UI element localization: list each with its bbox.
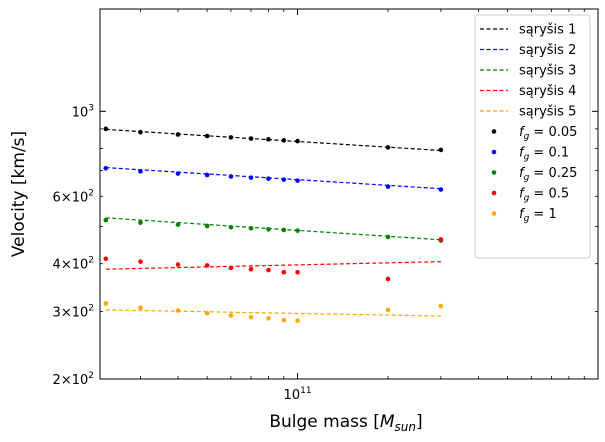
legend-label: fg = 0.25 xyxy=(519,166,577,183)
legend-box xyxy=(474,14,591,259)
legend-marker-4 xyxy=(491,190,497,196)
legend: sąryšis 1 sąryšis 2 sąryšis 3 sąryšis 4 sąry… xyxy=(474,14,591,259)
data-point-series-4 xyxy=(385,276,391,282)
data-point-series-5 xyxy=(138,305,143,311)
legend-marker-2 xyxy=(491,149,497,155)
y-tick-label: 4×102 xyxy=(53,256,94,273)
data-point-series-1 xyxy=(204,133,210,139)
legend-marker-5 xyxy=(491,211,497,216)
data-point-series-3 xyxy=(248,225,254,231)
data-point-series-4 xyxy=(281,269,287,275)
data-point-series-2 xyxy=(385,184,391,189)
data-point-series-5 xyxy=(228,313,234,318)
data-point-series-4 xyxy=(248,266,254,272)
data-point-series-5 xyxy=(204,310,210,316)
data-point-series-1 xyxy=(385,145,391,150)
data-point-series-4 xyxy=(266,267,271,273)
data-point-series-1 xyxy=(438,147,444,153)
data-point-series-4 xyxy=(438,237,444,242)
y-tick-label: 3×102 xyxy=(53,304,94,321)
data-point-series-3 xyxy=(281,227,287,233)
y-tick-label: 103 xyxy=(72,103,94,120)
data-point-series-3 xyxy=(228,224,234,230)
data-point-series-2 xyxy=(175,171,181,176)
fit-line-5 xyxy=(105,309,441,317)
data-point-series-5 xyxy=(175,308,181,313)
data-point-series-1 xyxy=(266,137,271,142)
data-point-series-3 xyxy=(175,222,181,227)
data-point-series-4 xyxy=(138,259,143,264)
y-tick-label: 2×102 xyxy=(53,371,94,388)
data-point-series-2 xyxy=(138,169,143,174)
legend-label: sąryšis 3 xyxy=(519,64,576,79)
data-point-series-5 xyxy=(438,303,444,309)
data-point-series-3 xyxy=(385,234,391,240)
data-point-series-5 xyxy=(295,318,300,323)
fit-line-4 xyxy=(105,261,441,270)
data-point-series-2 xyxy=(266,176,271,181)
legend-label: fg = 0.1 xyxy=(519,146,569,163)
axes: 1011 103 6×102 4×102 3×102 2×102 Bulge mass [M… xyxy=(9,8,599,434)
data-point-series-3 xyxy=(138,220,143,225)
data-point-series-5 xyxy=(248,314,254,320)
data-point-series-3 xyxy=(204,223,210,229)
data-point-series-1 xyxy=(295,138,300,144)
data-point-series-3 xyxy=(266,226,271,232)
data-point-series-2 xyxy=(204,172,210,178)
legend-label: sąryšis 4 xyxy=(519,84,576,99)
data-point-series-2 xyxy=(248,175,254,180)
legend-marker-1 xyxy=(491,129,497,134)
data-point-series-5 xyxy=(385,307,391,313)
data-point-series-2 xyxy=(103,165,109,171)
legend-label: sąryšis 5 xyxy=(519,105,576,120)
data-point-series-5 xyxy=(281,317,287,323)
x-axis-label: Bulge mass [Msun] xyxy=(269,412,422,434)
x-tick-label: 1011 xyxy=(284,386,312,403)
data-point-series-4 xyxy=(175,262,181,267)
data-point-series-5 xyxy=(266,316,271,321)
legend-label: fg = 0.05 xyxy=(519,125,577,142)
fit-line-2 xyxy=(105,166,441,190)
data-point-series-5 xyxy=(103,301,109,306)
data-point-series-1 xyxy=(103,126,109,132)
data-point-series-1 xyxy=(138,129,143,135)
data-point-series-2 xyxy=(281,177,287,182)
axes-frame xyxy=(99,8,599,380)
data-point-series-2 xyxy=(295,178,300,183)
fit-line-1 xyxy=(105,128,441,152)
y-tick-label: 6×102 xyxy=(53,188,94,205)
data-point-series-2 xyxy=(228,174,234,179)
data-point-series-4 xyxy=(228,265,234,271)
data-point-series-4 xyxy=(204,263,210,268)
y-axis-label: Velocity [km/s] xyxy=(9,131,29,257)
plot-area xyxy=(103,126,444,323)
data-point-series-2 xyxy=(438,187,444,192)
legend-label: sąryšis 1 xyxy=(519,23,576,38)
data-point-series-4 xyxy=(295,269,300,275)
legend-marker-3 xyxy=(491,170,497,175)
data-point-series-1 xyxy=(248,136,254,141)
data-point-series-3 xyxy=(295,228,300,233)
data-point-series-4 xyxy=(103,256,109,262)
legend-label: fg = 1 xyxy=(519,207,557,224)
data-point-series-1 xyxy=(281,138,287,143)
data-point-series-1 xyxy=(228,135,234,140)
legend-label: sąryšis 2 xyxy=(519,43,576,58)
data-point-series-3 xyxy=(103,217,109,223)
data-point-series-1 xyxy=(175,132,181,137)
fit-line-3 xyxy=(105,217,441,241)
legend-label: fg = 0.5 xyxy=(519,187,569,204)
